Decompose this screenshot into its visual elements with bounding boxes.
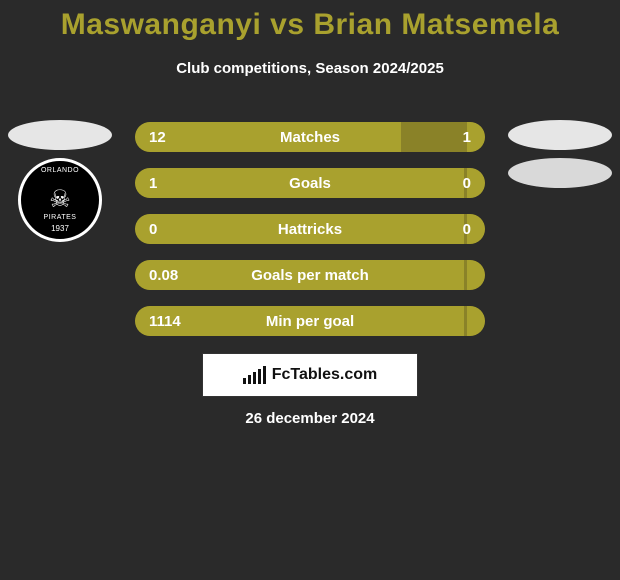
stat-value-right: 1 bbox=[463, 122, 471, 152]
stat-label: Goals bbox=[135, 168, 485, 198]
stats-rows: 12Matches11Goals00Hattricks00.08Goals pe… bbox=[135, 122, 485, 352]
right-player-column bbox=[500, 120, 620, 196]
brand-box: FcTables.com bbox=[202, 353, 418, 397]
stat-label: Goals per match bbox=[135, 260, 485, 290]
player-photo-placeholder-left bbox=[8, 120, 112, 150]
stat-row: 1Goals0 bbox=[135, 168, 485, 198]
stat-row: 1114Min per goal bbox=[135, 306, 485, 336]
club-badge-top-text: ORLANDO bbox=[41, 167, 79, 174]
stat-label: Min per goal bbox=[135, 306, 485, 336]
player-photo-placeholder-right-1 bbox=[508, 120, 612, 150]
stat-row: 0.08Goals per match bbox=[135, 260, 485, 290]
bar-chart-icon bbox=[243, 366, 266, 384]
bar-icon-bar bbox=[248, 375, 251, 384]
stat-value-right: 0 bbox=[463, 168, 471, 198]
stat-row: 12Matches1 bbox=[135, 122, 485, 152]
club-badge-mid-text: PIRATES bbox=[44, 214, 77, 221]
date-text: 26 december 2024 bbox=[0, 410, 620, 427]
brand-name: FcTables.com bbox=[272, 366, 378, 384]
club-badge-year: 1937 bbox=[51, 224, 69, 233]
stat-value-right: 0 bbox=[463, 214, 471, 244]
bar-icon-bar bbox=[258, 369, 261, 384]
page-title: Maswanganyi vs Brian Matsemela bbox=[0, 0, 620, 42]
left-player-column: ORLANDO ☠ PIRATES 1937 bbox=[0, 120, 120, 242]
stat-label: Hattricks bbox=[135, 214, 485, 244]
subtitle: Club competitions, Season 2024/2025 bbox=[0, 60, 620, 77]
bar-icon-bar bbox=[253, 372, 256, 384]
club-badge-left: ORLANDO ☠ PIRATES 1937 bbox=[18, 158, 102, 242]
bar-icon-bar bbox=[243, 378, 246, 384]
stat-label: Matches bbox=[135, 122, 485, 152]
bar-icon-bar bbox=[263, 366, 266, 384]
player-photo-placeholder-right-2 bbox=[508, 158, 612, 188]
skull-icon: ☠ bbox=[49, 188, 71, 212]
stat-row: 0Hattricks0 bbox=[135, 214, 485, 244]
